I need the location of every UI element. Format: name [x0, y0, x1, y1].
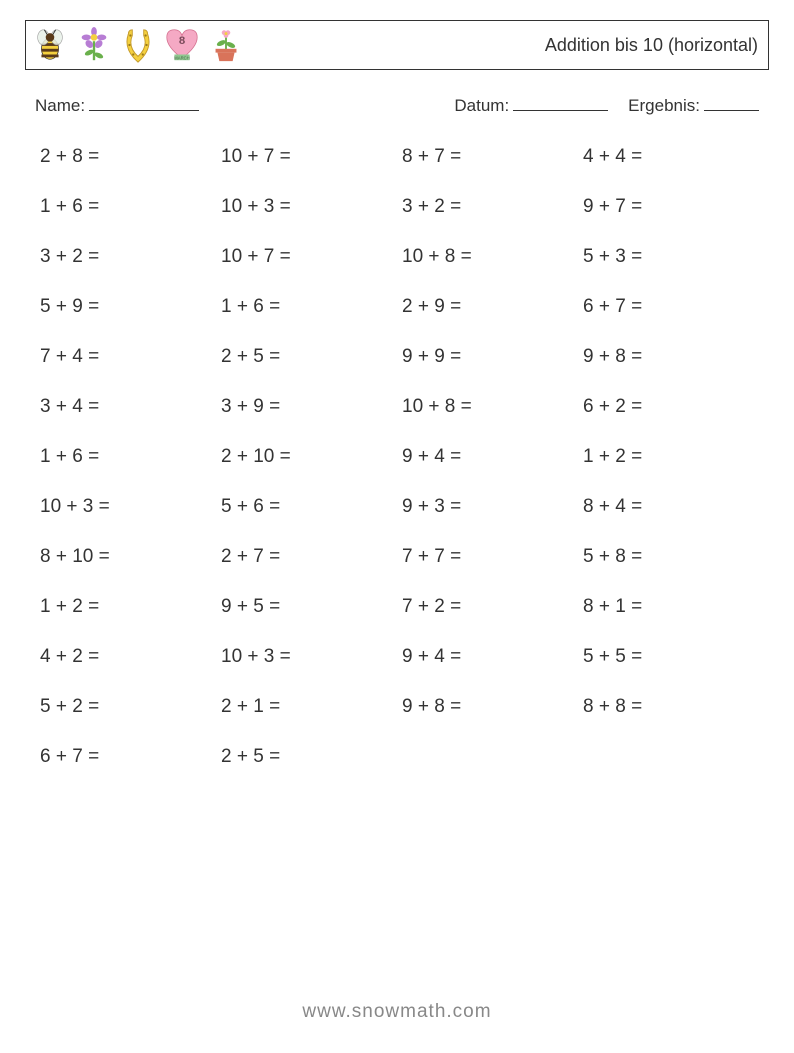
- problem-item: 9 + 7 =: [583, 196, 754, 218]
- name-label: Name:: [35, 96, 85, 116]
- name-field: Name:: [35, 95, 199, 116]
- problem-item: 5 + 9 =: [40, 296, 211, 318]
- problem-item: 3 + 2 =: [40, 246, 211, 268]
- flower-icon: [74, 25, 114, 65]
- problem-item: 7 + 2 =: [402, 596, 573, 618]
- header-icons: 8 MARCH: [30, 25, 246, 65]
- problem-item: 2 + 8 =: [40, 146, 211, 168]
- problem-item: 2 + 5 =: [221, 346, 392, 368]
- svg-text:8: 8: [179, 35, 185, 47]
- bee-icon: [30, 25, 70, 65]
- date-blank[interactable]: [513, 95, 608, 111]
- problem-item: 5 + 3 =: [583, 246, 754, 268]
- problem-item: 3 + 2 =: [402, 196, 573, 218]
- result-field: Ergebnis:: [628, 95, 759, 116]
- problem-item: 10 + 3 =: [221, 646, 392, 668]
- problem-item: 9 + 4 =: [402, 646, 573, 668]
- problem-item: 5 + 2 =: [40, 696, 211, 718]
- problem-item: 5 + 8 =: [583, 546, 754, 568]
- problem-item: 10 + 3 =: [221, 196, 392, 218]
- problem-item: 6 + 7 =: [40, 746, 211, 768]
- problem-item: 9 + 3 =: [402, 496, 573, 518]
- problem-item: 1 + 6 =: [40, 196, 211, 218]
- problem-item: 10 + 7 =: [221, 146, 392, 168]
- fields-row: Name: Datum: Ergebnis:: [25, 95, 769, 116]
- result-label: Ergebnis:: [628, 96, 700, 116]
- problem-item: 10 + 3 =: [40, 496, 211, 518]
- problem-item: 7 + 4 =: [40, 346, 211, 368]
- svg-text:MARCH: MARCH: [174, 55, 190, 60]
- problem-item: 3 + 4 =: [40, 396, 211, 418]
- problem-item: 5 + 5 =: [583, 646, 754, 668]
- problem-item: 6 + 7 =: [583, 296, 754, 318]
- problem-item: 2 + 5 =: [221, 746, 392, 768]
- problem-item: 1 + 2 =: [583, 446, 754, 468]
- problem-item: 8 + 1 =: [583, 596, 754, 618]
- date-label: Datum:: [454, 96, 509, 116]
- problem-item: 2 + 7 =: [221, 546, 392, 568]
- problem-item: 1 + 6 =: [221, 296, 392, 318]
- problems-grid: 2 + 8 = 10 + 7 = 8 + 7 = 4 + 4 = 1 + 6 = 10 +…: [25, 146, 769, 768]
- problem-item: 1 + 2 =: [40, 596, 211, 618]
- problem-item: 4 + 2 =: [40, 646, 211, 668]
- result-blank[interactable]: [704, 95, 759, 111]
- problem-item: 8 + 7 =: [402, 146, 573, 168]
- footer-url: www.snowmath.com: [0, 1001, 794, 1023]
- problem-item: 8 + 4 =: [583, 496, 754, 518]
- problem-item: 9 + 8 =: [583, 346, 754, 368]
- problem-item: 1 + 6 =: [40, 446, 211, 468]
- date-field: Datum:: [454, 95, 608, 116]
- problem-item: 8 + 8 =: [583, 696, 754, 718]
- heart-icon: 8 MARCH: [162, 25, 202, 65]
- problem-item: 2 + 1 =: [221, 696, 392, 718]
- problem-item: 10 + 7 =: [221, 246, 392, 268]
- plant-pot-icon: [206, 25, 246, 65]
- worksheet-title: Addition bis 10 (horizontal): [545, 35, 758, 56]
- problem-item: 5 + 6 =: [221, 496, 392, 518]
- horseshoe-icon: [118, 25, 158, 65]
- header-box: 8 MARCH Addition bis 10 (horizontal): [25, 20, 769, 70]
- problem-item: 2 + 9 =: [402, 296, 573, 318]
- problem-item: 9 + 5 =: [221, 596, 392, 618]
- problem-item: 4 + 4 =: [583, 146, 754, 168]
- name-blank[interactable]: [89, 95, 199, 111]
- problem-item: 2 + 10 =: [221, 446, 392, 468]
- problem-item: 10 + 8 =: [402, 246, 573, 268]
- problem-item: 7 + 7 =: [402, 546, 573, 568]
- problem-item: 8 + 10 =: [40, 546, 211, 568]
- problem-item: 6 + 2 =: [583, 396, 754, 418]
- problem-item: 3 + 9 =: [221, 396, 392, 418]
- problem-item: 10 + 8 =: [402, 396, 573, 418]
- problem-item: 9 + 8 =: [402, 696, 573, 718]
- problem-item: 9 + 4 =: [402, 446, 573, 468]
- problem-item: 9 + 9 =: [402, 346, 573, 368]
